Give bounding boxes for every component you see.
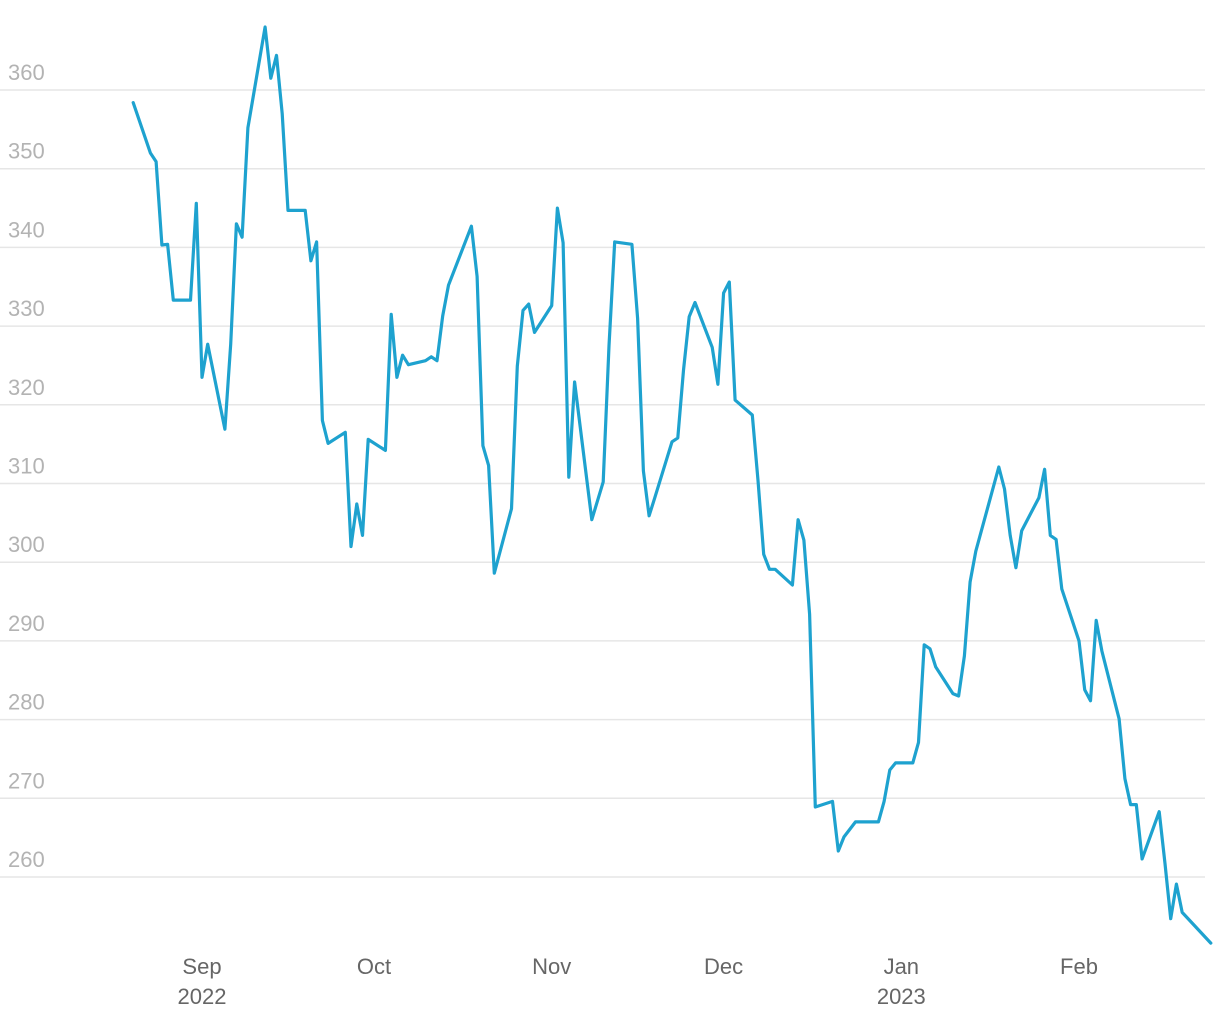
x-tick-label-feb: Feb [1060,954,1098,979]
x-tick-year-2022: 2022 [178,984,227,1009]
series-layer [131,25,1213,945]
x-tick-label-dec: Dec [704,954,743,979]
y-tick-label-310: 310 [8,454,45,479]
y-tick-label-340: 340 [8,217,45,242]
y-tick-label-270: 270 [8,768,45,793]
y-tick-label-280: 280 [8,690,45,715]
y-tick-label-330: 330 [8,296,45,321]
y-tick-label-260: 260 [8,847,45,872]
y-tick-label-360: 360 [8,60,45,85]
x-tick-label-nov: Nov [532,954,571,979]
x-tick-label-jan: Jan [884,954,919,979]
x-axis-ticks: Sep 2022 Oct Nov Dec Jan 2023 Feb [178,954,1098,1009]
x-tick-label-sep: Sep [182,954,221,979]
y-axis-ticks: 260 270 280 290 300 310 320 330 340 350 360 [8,60,45,872]
x-tick-year-2023: 2023 [877,984,926,1009]
x-tick-label-oct: Oct [357,954,391,979]
y-tick-label-320: 320 [8,375,45,400]
y-tick-label-290: 290 [8,611,45,636]
y-tick-label-300: 300 [8,532,45,557]
y-tick-label-350: 350 [8,139,45,164]
series-line-0 [131,25,1213,945]
